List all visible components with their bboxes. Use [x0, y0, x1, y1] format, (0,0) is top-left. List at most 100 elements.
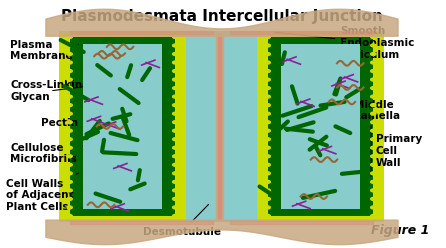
Polygon shape: [268, 37, 373, 216]
Circle shape: [371, 180, 376, 183]
Polygon shape: [83, 44, 162, 209]
Circle shape: [67, 129, 72, 132]
Circle shape: [67, 95, 72, 98]
Polygon shape: [70, 37, 175, 216]
Circle shape: [173, 70, 178, 72]
Circle shape: [265, 138, 270, 141]
Circle shape: [265, 78, 270, 81]
Circle shape: [371, 87, 376, 90]
Text: Desmotubule: Desmotubule: [143, 204, 221, 237]
Circle shape: [67, 215, 72, 217]
Circle shape: [265, 197, 270, 200]
Circle shape: [265, 44, 270, 47]
Circle shape: [371, 155, 376, 158]
Circle shape: [265, 112, 270, 115]
Circle shape: [173, 87, 178, 90]
Circle shape: [371, 146, 376, 149]
Polygon shape: [281, 44, 360, 209]
Circle shape: [173, 155, 178, 158]
Circle shape: [173, 163, 178, 166]
Circle shape: [371, 78, 376, 81]
Circle shape: [371, 163, 376, 166]
Circle shape: [67, 146, 72, 149]
Text: Cellulose
Microfibrils: Cellulose Microfibrils: [10, 143, 83, 164]
Circle shape: [67, 155, 72, 158]
Circle shape: [265, 155, 270, 158]
Circle shape: [67, 189, 72, 192]
Text: Figure 1: Figure 1: [371, 224, 429, 237]
Bar: [216, 33, 223, 220]
Circle shape: [173, 138, 178, 141]
Circle shape: [67, 70, 72, 72]
Circle shape: [67, 121, 72, 124]
Circle shape: [265, 70, 270, 72]
Circle shape: [371, 129, 376, 132]
Circle shape: [67, 44, 72, 47]
Circle shape: [265, 35, 270, 38]
Circle shape: [67, 112, 72, 115]
Circle shape: [67, 61, 72, 64]
Circle shape: [265, 87, 270, 90]
Circle shape: [173, 53, 178, 56]
Circle shape: [265, 61, 270, 64]
Circle shape: [173, 78, 178, 81]
Circle shape: [173, 112, 178, 115]
Polygon shape: [58, 31, 186, 222]
Circle shape: [265, 180, 270, 183]
Circle shape: [173, 206, 178, 209]
Circle shape: [371, 172, 376, 175]
Circle shape: [67, 78, 72, 81]
Circle shape: [67, 206, 72, 209]
Polygon shape: [257, 31, 384, 222]
Circle shape: [67, 35, 72, 38]
Text: Primary
Cell
Wall: Primary Cell Wall: [376, 134, 422, 168]
Circle shape: [173, 172, 178, 175]
Circle shape: [371, 215, 376, 217]
Circle shape: [67, 87, 72, 90]
Circle shape: [67, 104, 72, 107]
Polygon shape: [186, 31, 257, 222]
Text: Cross-Linking
Glycan: Cross-Linking Glycan: [10, 80, 90, 102]
Circle shape: [173, 61, 178, 64]
Circle shape: [265, 53, 270, 56]
Circle shape: [371, 35, 376, 38]
Text: Smooth
Endoplasmic
Reticulum: Smooth Endoplasmic Reticulum: [275, 27, 415, 60]
Circle shape: [371, 61, 376, 64]
Circle shape: [173, 35, 178, 38]
Circle shape: [265, 104, 270, 107]
Text: Cell Walls
of Adjacent
Plant Cells: Cell Walls of Adjacent Plant Cells: [6, 173, 78, 212]
Text: Pectin: Pectin: [41, 118, 95, 128]
Circle shape: [67, 197, 72, 200]
Circle shape: [371, 70, 376, 72]
Circle shape: [371, 53, 376, 56]
Circle shape: [173, 197, 178, 200]
Circle shape: [173, 180, 178, 183]
Circle shape: [173, 121, 178, 124]
Circle shape: [265, 172, 270, 175]
Circle shape: [371, 44, 376, 47]
Circle shape: [173, 146, 178, 149]
Circle shape: [371, 197, 376, 200]
Circle shape: [265, 95, 270, 98]
Circle shape: [371, 112, 376, 115]
Circle shape: [173, 189, 178, 192]
Circle shape: [371, 138, 376, 141]
Circle shape: [265, 215, 270, 217]
Circle shape: [67, 138, 72, 141]
Text: Plasma
Membrane: Plasma Membrane: [10, 40, 78, 61]
Circle shape: [371, 95, 376, 98]
Bar: [218, 33, 221, 220]
Circle shape: [371, 189, 376, 192]
Circle shape: [173, 95, 178, 98]
Circle shape: [67, 53, 72, 56]
Circle shape: [67, 180, 72, 183]
Circle shape: [265, 121, 270, 124]
Circle shape: [265, 189, 270, 192]
Circle shape: [265, 129, 270, 132]
Circle shape: [371, 104, 376, 107]
Circle shape: [173, 44, 178, 47]
Circle shape: [67, 172, 72, 175]
Circle shape: [371, 121, 376, 124]
Circle shape: [173, 129, 178, 132]
Circle shape: [371, 206, 376, 209]
